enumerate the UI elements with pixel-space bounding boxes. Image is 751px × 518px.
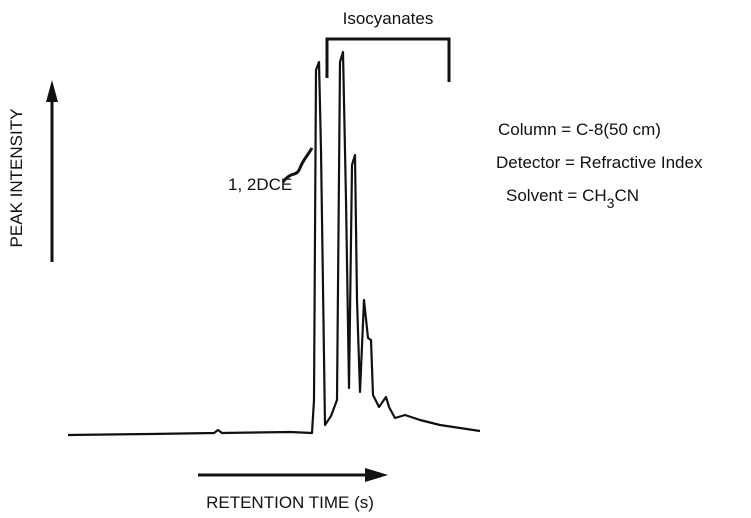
isocyanates-bracket xyxy=(325,37,451,82)
arrow-head xyxy=(365,468,388,482)
arrow-head xyxy=(46,80,58,102)
solvent-subscript: 3 xyxy=(607,195,615,211)
solvent-suffix: CN xyxy=(614,186,639,205)
y-axis-label: PEAK INTENSITY xyxy=(7,109,26,248)
peak-pointer xyxy=(281,147,314,183)
x-axis-label: RETENTION TIME (s) xyxy=(206,493,374,512)
solvent-condition: Solvent = CH3CN xyxy=(506,186,639,211)
bracket-label: Isocyanates xyxy=(343,9,434,28)
peak-label: 1, 2DCE xyxy=(228,175,292,194)
detector-condition: Detector = Refractive Index xyxy=(496,153,703,172)
solvent-text: Solvent = CH xyxy=(506,186,607,205)
chromatogram-trace xyxy=(67,50,481,437)
column-condition: Column = C-8(50 cm) xyxy=(498,120,661,139)
